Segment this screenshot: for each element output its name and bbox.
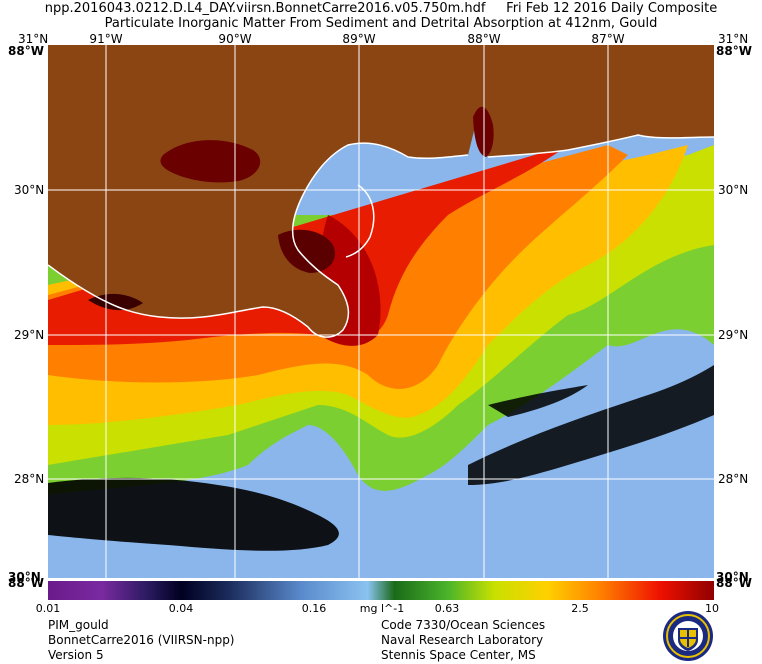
- file-name: npp.2016043.0212.D.L4_DAY.viirsn.BonnetC…: [44, 1, 486, 16]
- colorbar-tick: 0.16: [301, 602, 327, 615]
- colorbar-tick: 10: [705, 602, 719, 615]
- colorbar-tick: 0.01: [35, 602, 61, 615]
- corner-lat-bottom-right: 30°N: [716, 570, 749, 584]
- lat-label-28n-left: 28°N: [14, 472, 45, 486]
- org-location: Stennis Space Center, MS: [381, 648, 536, 662]
- version: Version 5: [48, 648, 104, 662]
- lon-label-91w: 91°W: [89, 32, 123, 46]
- org-code: Code 7330/Ocean Sciences: [381, 618, 546, 632]
- colorbar-tick: 0.04: [168, 602, 194, 615]
- no-data-band-south: [48, 477, 339, 551]
- lat-label-29n-right: 29°N: [718, 328, 749, 342]
- terrebonne-marsh: [88, 293, 143, 311]
- corner-lat-top-left: 31°N: [18, 32, 49, 46]
- lat-label-28n-right: 28°N: [718, 472, 749, 486]
- corner-lat-top-right: 31°N: [718, 32, 749, 46]
- lat-label-30n-right: 30°N: [718, 183, 749, 197]
- lon-label-89w: 89°W: [342, 32, 376, 46]
- no-data-patch-mid: [488, 385, 588, 417]
- corner-lon-bottom-left: 88°W: [8, 576, 44, 590]
- barataria-marsh: [278, 229, 336, 273]
- product-title: Particulate Inorganic Matter From Sedime…: [104, 16, 658, 31]
- corner-lat-bottom-left: 30°N: [8, 570, 41, 584]
- satellite-map: [48, 45, 714, 578]
- header-line-1: npp.2016043.0212.D.L4_DAY.viirsn.BonnetC…: [0, 1, 762, 16]
- coastline: [48, 134, 714, 338]
- region-sensor: BonnetCarre2016 (VIIRSN-npp): [48, 633, 235, 647]
- land-mass: [48, 45, 714, 338]
- lon-label-87w: 87°W: [591, 32, 625, 46]
- mobile-bay: [473, 106, 494, 157]
- colorbar-units: mg l^-1: [359, 602, 405, 615]
- lat-label-30n-left: 30°N: [14, 183, 45, 197]
- no-data-band-east: [468, 365, 714, 485]
- colorbar-tick: 2.5: [571, 602, 589, 615]
- corner-lon-top-right: 88°W: [716, 44, 752, 58]
- product-code: PIM_gould: [48, 618, 109, 632]
- org-name: Naval Research Laboratory: [381, 633, 544, 647]
- corner-lon-bottom-right: 88°W: [716, 576, 752, 590]
- nrl-seal-icon: [663, 611, 713, 661]
- lat-label-29n-left: 29°N: [14, 328, 45, 342]
- corner-lon-top-left: 88°W: [8, 44, 44, 58]
- lon-label-90w: 90°W: [218, 32, 252, 46]
- graticule: [48, 45, 714, 578]
- colorbar-tick: 0.63: [434, 602, 460, 615]
- lon-label-88w: 88°W: [467, 32, 501, 46]
- chandeleur-islands: [345, 184, 375, 258]
- composite-date: Fri Feb 12 2016 Daily Composite: [506, 1, 718, 16]
- color-scale-bar: [48, 581, 714, 600]
